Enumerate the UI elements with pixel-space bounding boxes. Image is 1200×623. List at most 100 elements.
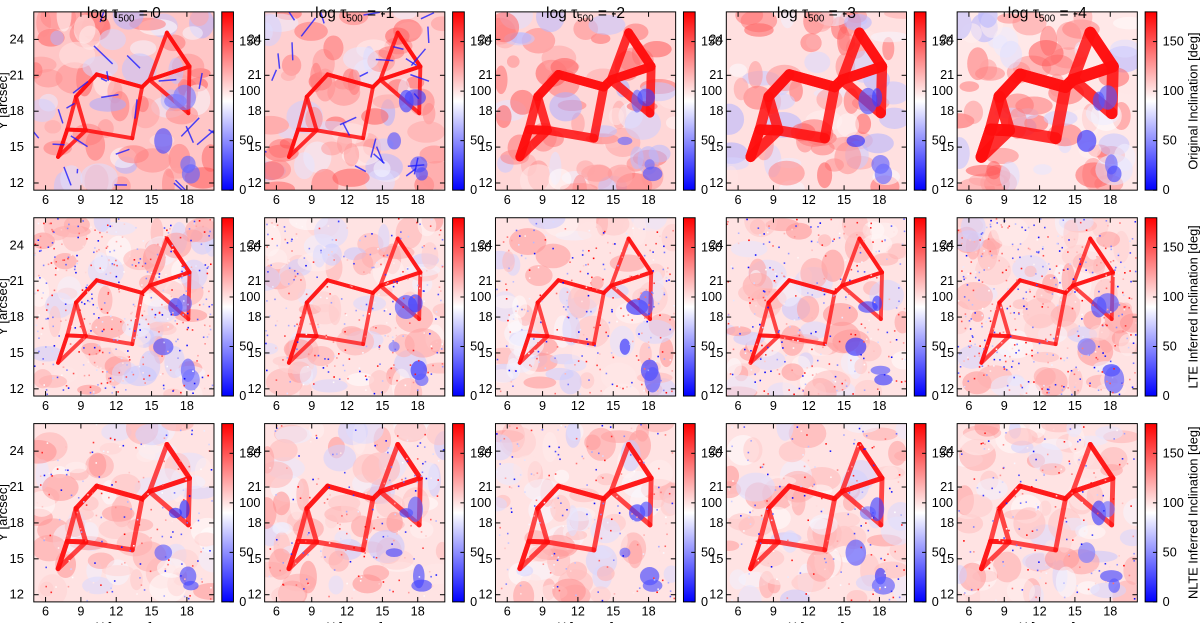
heatmap-cell	[729, 63, 748, 77]
heatmap-cell	[329, 494, 331, 496]
heatmap-cell	[665, 522, 667, 525]
heatmap-cell	[97, 240, 100, 242]
heatmap-cell	[1134, 334, 1137, 336]
heatmap-cell	[635, 355, 638, 357]
heatmap-cell	[314, 354, 316, 357]
heatmap-cell	[390, 367, 393, 370]
heatmap-cell	[529, 364, 531, 366]
heatmap-cell	[978, 271, 981, 274]
heatmap-cell	[979, 333, 993, 365]
heatmap-cell	[276, 320, 279, 322]
heatmap-cell	[327, 358, 330, 361]
heatmap-cell	[265, 159, 292, 180]
heatmap-cell	[666, 270, 668, 273]
heatmap-cell	[898, 474, 901, 476]
heatmap-cell	[113, 249, 116, 252]
x-tick-label: 15	[606, 604, 620, 619]
heatmap-cell	[1101, 331, 1103, 334]
heatmap-cell	[1037, 236, 1040, 239]
y-tick-label: 12	[709, 381, 723, 396]
heatmap-cell	[819, 222, 822, 224]
heatmap-cell	[164, 556, 167, 558]
heatmap-cell	[857, 270, 859, 273]
column-title: log τ500 = 0	[87, 5, 161, 25]
y-tick-label: 18	[478, 103, 492, 118]
heatmap-cell	[981, 232, 984, 234]
heatmap-cell	[1068, 554, 1071, 557]
heatmap-cell	[1005, 279, 1008, 282]
heatmap-cell	[404, 384, 407, 387]
y-tick-label: 15	[10, 139, 24, 154]
x-tick-label: 6	[735, 192, 742, 207]
heatmap-cell	[643, 389, 645, 392]
heatmap-cell	[1104, 355, 1107, 357]
heatmap-cell	[1095, 356, 1098, 359]
heatmap-cell	[863, 389, 866, 391]
heatmap-cell	[1119, 529, 1138, 547]
heatmap-cell	[280, 70, 296, 81]
heatmap-cell	[108, 377, 110, 380]
heatmap-cell	[851, 465, 853, 468]
heatmap-cell	[123, 533, 126, 536]
heatmap-cell	[1079, 439, 1081, 441]
heatmap-cell	[1081, 318, 1083, 320]
heatmap-cell	[304, 278, 330, 305]
heatmap-cell	[856, 264, 858, 267]
heatmap-cell	[598, 309, 601, 311]
heatmap-cell	[566, 272, 569, 275]
heatmap-cell	[777, 331, 780, 333]
heatmap-cell	[770, 370, 772, 373]
heatmap-cell	[83, 303, 86, 305]
heatmap-cell	[110, 334, 144, 360]
heatmap-cell	[309, 441, 312, 443]
heatmap-cell	[836, 469, 839, 471]
heatmap-cell	[162, 372, 164, 375]
heatmap-cell	[587, 547, 590, 549]
heatmap-cell	[416, 284, 419, 287]
x-axis-label: X [arcsec]	[327, 619, 383, 623]
heatmap-cell	[56, 128, 88, 159]
heatmap-cell	[387, 447, 390, 449]
heatmap-cell	[569, 507, 593, 532]
heatmap-cell	[376, 365, 379, 367]
heatmap-cell	[823, 277, 826, 280]
heatmap-cell	[427, 371, 429, 374]
heatmap-cell	[739, 333, 741, 335]
heatmap-cell	[423, 245, 425, 247]
heatmap-cell	[648, 313, 650, 315]
heatmap-cell	[602, 477, 604, 479]
heatmap-cell	[165, 273, 167, 276]
heatmap-cell	[203, 387, 206, 390]
heatmap-cell	[662, 552, 665, 554]
heatmap-cell	[89, 391, 92, 394]
heatmap-cell	[626, 236, 654, 275]
heatmap-cell	[103, 328, 105, 331]
panel-frame	[725, 217, 907, 397]
heatmap-cell	[1118, 333, 1137, 357]
heatmap-cell	[799, 572, 802, 574]
heatmap-cell	[766, 500, 768, 502]
heatmap-cell	[323, 246, 326, 249]
heatmap-cell	[518, 244, 520, 246]
heatmap-cell	[519, 474, 522, 476]
heatmap-cell	[377, 441, 401, 495]
heatmap-cell	[422, 547, 424, 549]
heatmap-cell	[988, 567, 991, 570]
heatmap-cell	[1002, 561, 1004, 563]
heatmap-cell	[284, 238, 287, 241]
heatmap-cell	[202, 303, 205, 306]
heatmap-cell	[191, 565, 194, 567]
heatmap-cell	[637, 359, 640, 361]
heatmap-cell	[62, 366, 65, 369]
heatmap-cell	[394, 327, 397, 329]
heatmap-cell	[151, 308, 153, 311]
heatmap-cell	[653, 305, 655, 308]
heatmap-cell	[158, 78, 177, 82]
heatmap-cell	[109, 272, 112, 274]
heatmap-cell	[641, 383, 643, 386]
heatmap-cell	[643, 254, 646, 257]
heatmap-cell	[1118, 463, 1121, 466]
heatmap-cell	[993, 328, 995, 330]
x-tick-label: 9	[1001, 604, 1008, 619]
heatmap-cell	[620, 473, 623, 475]
